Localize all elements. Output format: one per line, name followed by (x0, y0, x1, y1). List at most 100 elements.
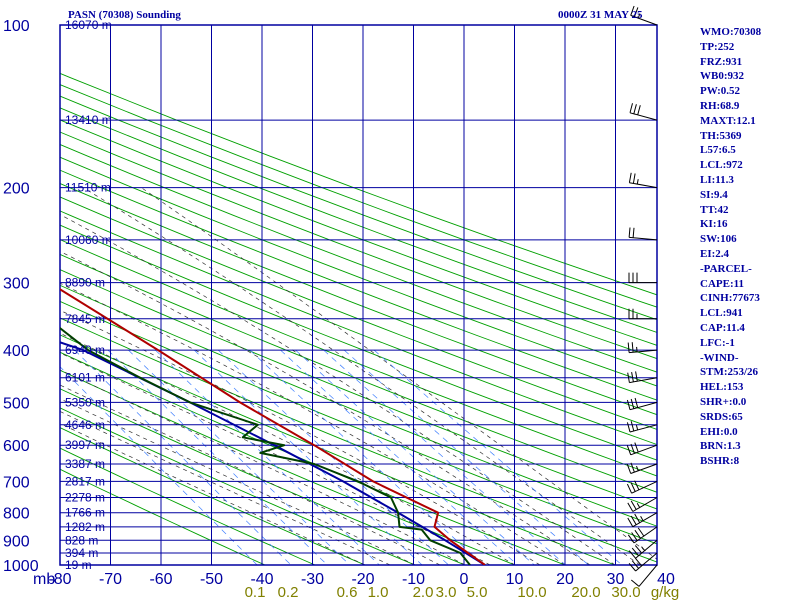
dry-adiabat (60, 107, 657, 333)
index-item: L57:6.5 (700, 144, 736, 157)
moist-adiabat (60, 423, 366, 565)
index-item: MAXT:12.1 (700, 114, 756, 127)
dry-adiabat (60, 131, 657, 360)
wind-barb-flag (626, 483, 633, 494)
wind-barb-staff (629, 424, 658, 433)
height-label: 13410 m (65, 113, 112, 127)
dry-adiabat (60, 253, 657, 493)
dry-adiabat (60, 284, 657, 527)
wind-barb (627, 512, 658, 528)
wind-barb-staff (629, 182, 658, 189)
wind-barb-flag (630, 515, 637, 525)
wind-barb-flag (627, 517, 634, 527)
wind-barb (628, 308, 657, 320)
index-item: WB0:932 (700, 70, 744, 83)
mixing-ratio-line (193, 349, 423, 565)
mixing-ratio-line (280, 349, 519, 565)
wind-barb-flag (635, 371, 638, 382)
index-item: -PARCEL- (700, 262, 752, 275)
pressure-tick-label: 700 (3, 474, 30, 491)
station-title: PASN (70308) Sounding (68, 9, 181, 21)
mixing-ratio-label: 0.6 (337, 584, 358, 600)
wind-barb (626, 442, 658, 456)
wind-barb-flag (631, 547, 639, 557)
wind-barb-flag (628, 227, 631, 238)
wind-barb-staff (632, 512, 658, 528)
mixing-ratio-label: 20.0 (571, 584, 600, 600)
dry-adiabat (60, 210, 657, 446)
index-item: LCL:941 (700, 307, 743, 320)
wind-barb-flag (631, 372, 634, 382)
wind-barb-staff (629, 236, 658, 241)
wind-barb-flag (634, 397, 639, 408)
wind-barb-staff (631, 480, 658, 494)
index-item: TP:252 (700, 40, 735, 53)
dry-adiabat (60, 183, 657, 416)
wind-barb-flag (634, 442, 639, 453)
temperature-tick-label: 0 (460, 571, 469, 588)
index-item: WMO:70308 (700, 26, 762, 38)
mixing-ratio-label: 1.0 (368, 584, 389, 600)
mixing-ratio-line (60, 366, 258, 565)
index-item: LFC:-1 (700, 336, 735, 349)
wind-barb-flag (626, 399, 631, 410)
wind-barb-staff (630, 463, 658, 474)
dry-adiabat (60, 196, 657, 430)
mixing-ratio-label: 2.0 (413, 584, 434, 600)
wind-barb (626, 480, 658, 494)
temperature-tick-label: 20 (556, 571, 574, 588)
temperature-tick-label: -20 (351, 571, 374, 588)
wind-barb-staff (629, 401, 658, 411)
wind-barb (628, 227, 658, 241)
wind-barb-flag (637, 527, 645, 537)
mixing-ratio-label: 30.0 (611, 584, 640, 600)
height-label: 8890 m (65, 276, 105, 290)
index-item: EI:2.4 (700, 247, 730, 260)
dry-adiabat (60, 447, 317, 565)
index-item: CAP:11.4 (700, 321, 745, 334)
wind-barb-flag (626, 422, 631, 433)
dry-adiabat (60, 143, 657, 373)
height-label: 3387 m (65, 457, 105, 471)
wind-barb-flag (627, 502, 634, 512)
pressure-tick-label: 100 (3, 18, 30, 35)
mixing-ratio-line (295, 349, 535, 565)
wind-barb-flag (630, 482, 636, 492)
wind-barb-half-flag (636, 465, 639, 471)
dry-adiabat (60, 156, 657, 387)
wind-barb-staff (638, 564, 658, 587)
dry-adiabat (60, 407, 417, 565)
dry-adiabat (60, 427, 367, 565)
wind-barb-flag (634, 545, 643, 554)
wind-barb-flag (634, 480, 640, 491)
wind-barb (630, 5, 658, 26)
wind-barb-staff (629, 377, 658, 384)
wind-barb (630, 564, 658, 587)
temperature-tick-label: 30 (607, 571, 625, 588)
profiles-layer (60, 288, 486, 565)
mixing-ratio-label: 3.0 (436, 584, 457, 600)
wind-barb-flag (628, 562, 636, 572)
wind-barb-flag (628, 172, 632, 183)
temperature-tick-label: -60 (149, 571, 172, 588)
index-item: CAPE:11 (700, 277, 744, 290)
mixing-ratio-line (155, 349, 380, 565)
wind-barb-flag (633, 104, 637, 115)
wind-barb (626, 397, 658, 411)
temperature-line (60, 288, 486, 565)
wind-barb-flag (634, 529, 642, 539)
wind-barb-flag (632, 227, 635, 238)
moist-adiabat (82, 187, 641, 565)
height-label: 19 m (65, 558, 92, 572)
wind-barb-flag (626, 464, 632, 474)
wind-barb-flag (633, 7, 639, 17)
mixing-ratio-line (217, 349, 450, 565)
wind-barb-flag (634, 513, 641, 523)
index-item: RH:68.9 (700, 99, 740, 112)
pressure-tick-label: 300 (3, 276, 30, 293)
mixing-ratio-unit-label: g/kg (651, 584, 679, 600)
wind-barb-flag (630, 500, 637, 510)
wind-barb-flag (627, 534, 635, 544)
pressure-unit-label: mb (33, 571, 55, 588)
wind-barb-staff (633, 526, 658, 544)
